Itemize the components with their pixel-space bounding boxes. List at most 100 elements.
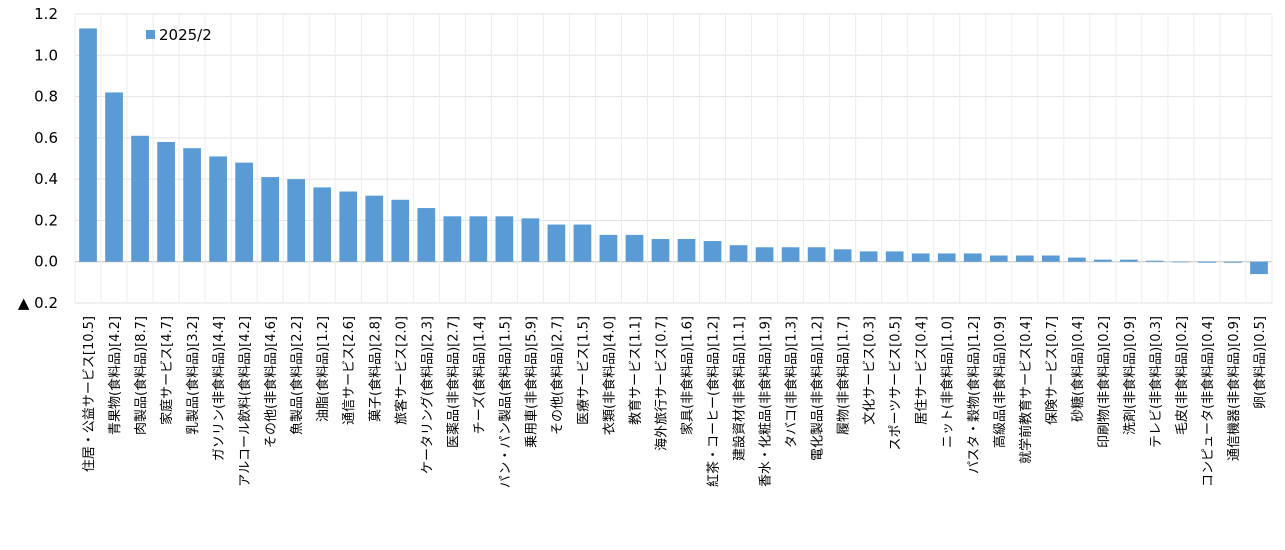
x-axis: 住居・公益サービス[10.5] 青果物(食料品)[4.2] 肉製品(食料品)[8.7… bbox=[82, 316, 1268, 488]
x-tick-label: 衣類(非食料品)[4.0] bbox=[601, 316, 617, 435]
bar bbox=[677, 239, 696, 262]
y-tick-label: 0.2 bbox=[34, 211, 58, 229]
x-tick-label: 香水・化粧品(非食料品)[1.9] bbox=[758, 316, 774, 487]
x-tick-label: 建設資材(非食料品)[1.1] bbox=[732, 316, 748, 461]
x-tick-label: 居住サービス[0.4] bbox=[915, 316, 930, 425]
x-tick-label: 油脂(食料品)[1.2] bbox=[315, 316, 331, 422]
x-tick-label: コンピュータ(非食料品)[0.4] bbox=[1200, 316, 1216, 487]
x-tick-label: 魚製品(食料品)[2.2] bbox=[289, 316, 305, 435]
legend-swatch bbox=[146, 30, 155, 39]
y-tick-label: 0.6 bbox=[34, 129, 58, 147]
x-tick-label: 印刷物(非食料品)[0.2] bbox=[1096, 316, 1112, 448]
bar bbox=[495, 216, 514, 262]
bar bbox=[1094, 259, 1112, 262]
y-tick-label: 1.2 bbox=[34, 5, 58, 23]
bar bbox=[807, 247, 826, 262]
bar bbox=[417, 208, 436, 262]
x-tick-label: 洗剤(非食料品)[0.9] bbox=[1122, 316, 1138, 435]
bar bbox=[209, 156, 227, 262]
bar bbox=[287, 179, 306, 262]
bar bbox=[547, 224, 566, 262]
x-tick-label: 毛皮(非食料品)[0.2] bbox=[1174, 316, 1190, 435]
bar bbox=[625, 234, 644, 262]
x-tick-label: 菓子(食料品)[2.8] bbox=[367, 316, 383, 422]
y-tick-label: 1.0 bbox=[34, 46, 58, 64]
x-tick-label: 乗用車(非食料品)[5.9] bbox=[523, 316, 539, 448]
x-tick-label: 家庭サービス[4.7] bbox=[159, 316, 175, 425]
x-tick-label: 保険サービス[0.7] bbox=[1045, 316, 1060, 425]
y-axis: 1.2 1.0 0.8 0.6 0.4 0.2 0.0 ▲ 0.2 bbox=[18, 5, 58, 312]
bar bbox=[1041, 255, 1060, 262]
bar bbox=[573, 224, 592, 262]
x-tick-label: 高級品(非食料品)[0.9] bbox=[992, 316, 1008, 448]
bar bbox=[651, 239, 670, 262]
bar bbox=[365, 195, 384, 262]
y-tick-label: ▲ 0.2 bbox=[18, 294, 58, 312]
bar bbox=[1172, 261, 1190, 263]
x-tick-label: スポーツサービス[0.5] bbox=[889, 316, 904, 451]
bar bbox=[911, 253, 930, 262]
bar bbox=[1198, 261, 1216, 263]
bars bbox=[79, 28, 1268, 275]
legend: 2025/2 bbox=[146, 26, 212, 44]
x-tick-label: 医薬品(非食料品)[2.7] bbox=[445, 316, 461, 448]
x-tick-label: 卵(食料品)[0.5] bbox=[1252, 316, 1268, 409]
x-tick-label: 履物(非食料品)[1.7] bbox=[836, 316, 852, 435]
x-tick-label: ニット(非食料品)[1.0] bbox=[940, 316, 956, 448]
bar bbox=[235, 162, 253, 262]
x-tick-label: その他(食料品)[2.7] bbox=[549, 316, 565, 435]
y-tick-label: 0.4 bbox=[34, 170, 58, 188]
x-tick-label: パスタ・穀物(食料品)[1.2] bbox=[966, 316, 982, 474]
bar bbox=[183, 148, 201, 262]
x-tick-label: 教育サービス[1.1] bbox=[627, 316, 643, 425]
bar bbox=[261, 177, 280, 262]
x-tick-label: 青果物(食料品)[4.2] bbox=[107, 316, 123, 435]
x-tick-label: 文化サービス[0.3] bbox=[863, 316, 878, 425]
bar bbox=[755, 247, 774, 262]
x-tick-label: 就学前教育サービス[0.4] bbox=[1018, 316, 1034, 464]
bar bbox=[599, 234, 618, 262]
bar bbox=[989, 255, 1008, 262]
bar bbox=[469, 216, 488, 262]
x-tick-label: パン・パン製品(食料品)[1.5] bbox=[497, 316, 513, 488]
x-tick-label: 通信サービス[2.6] bbox=[342, 316, 357, 425]
bar bbox=[157, 141, 175, 262]
bar bbox=[131, 135, 149, 262]
x-tick-label: 肉製品(食料品)[8.7] bbox=[133, 316, 149, 435]
bar bbox=[79, 28, 97, 262]
x-tick-label: 電化製品(非食料品)[1.2] bbox=[810, 316, 826, 461]
bar bbox=[443, 216, 462, 262]
bar bbox=[729, 245, 748, 262]
bar bbox=[313, 187, 332, 262]
x-tick-label: タバコ(非食料品)[1.3] bbox=[784, 316, 800, 448]
bar bbox=[1224, 261, 1242, 263]
bar bbox=[391, 199, 410, 262]
y-tick-label: 0.0 bbox=[34, 253, 58, 271]
bar bbox=[833, 249, 852, 262]
bar bbox=[1120, 259, 1138, 262]
x-tick-label: テレビ(非食料品)[0.3] bbox=[1148, 316, 1164, 448]
x-tick-label: 乳製品(食料品)[3.2] bbox=[185, 316, 201, 435]
bar bbox=[1067, 257, 1086, 262]
bar bbox=[1146, 260, 1164, 262]
x-tick-label: ガソリン(非食料品)[4.4] bbox=[211, 316, 227, 461]
x-tick-label: 住居・公益サービス[10.5] bbox=[82, 316, 97, 472]
x-tick-label: 砂糖(食料品)[0.4] bbox=[1070, 316, 1086, 422]
x-tick-label: その他(非食料品)[4.6] bbox=[263, 316, 279, 448]
bar bbox=[1015, 255, 1034, 262]
bar bbox=[781, 247, 800, 262]
x-tick-label: チーズ(食料品)[1.4] bbox=[471, 316, 487, 434]
x-tick-label: 紅茶・コーヒー(食料品)[1.2] bbox=[706, 316, 722, 487]
x-tick-label: 家具(非食料品)[1.6] bbox=[680, 316, 696, 435]
x-tick-label: 旅客サービス[2.0] bbox=[393, 316, 409, 425]
bar bbox=[859, 251, 878, 262]
y-tick-label: 0.8 bbox=[34, 88, 58, 106]
bar bbox=[1250, 261, 1268, 275]
bar bbox=[885, 251, 904, 262]
x-tick-label: 海外旅行サービス[0.7] bbox=[654, 316, 669, 451]
bar bbox=[963, 253, 982, 262]
gridlines bbox=[74, 13, 1273, 304]
bar bbox=[937, 253, 956, 262]
bar bbox=[105, 92, 123, 262]
